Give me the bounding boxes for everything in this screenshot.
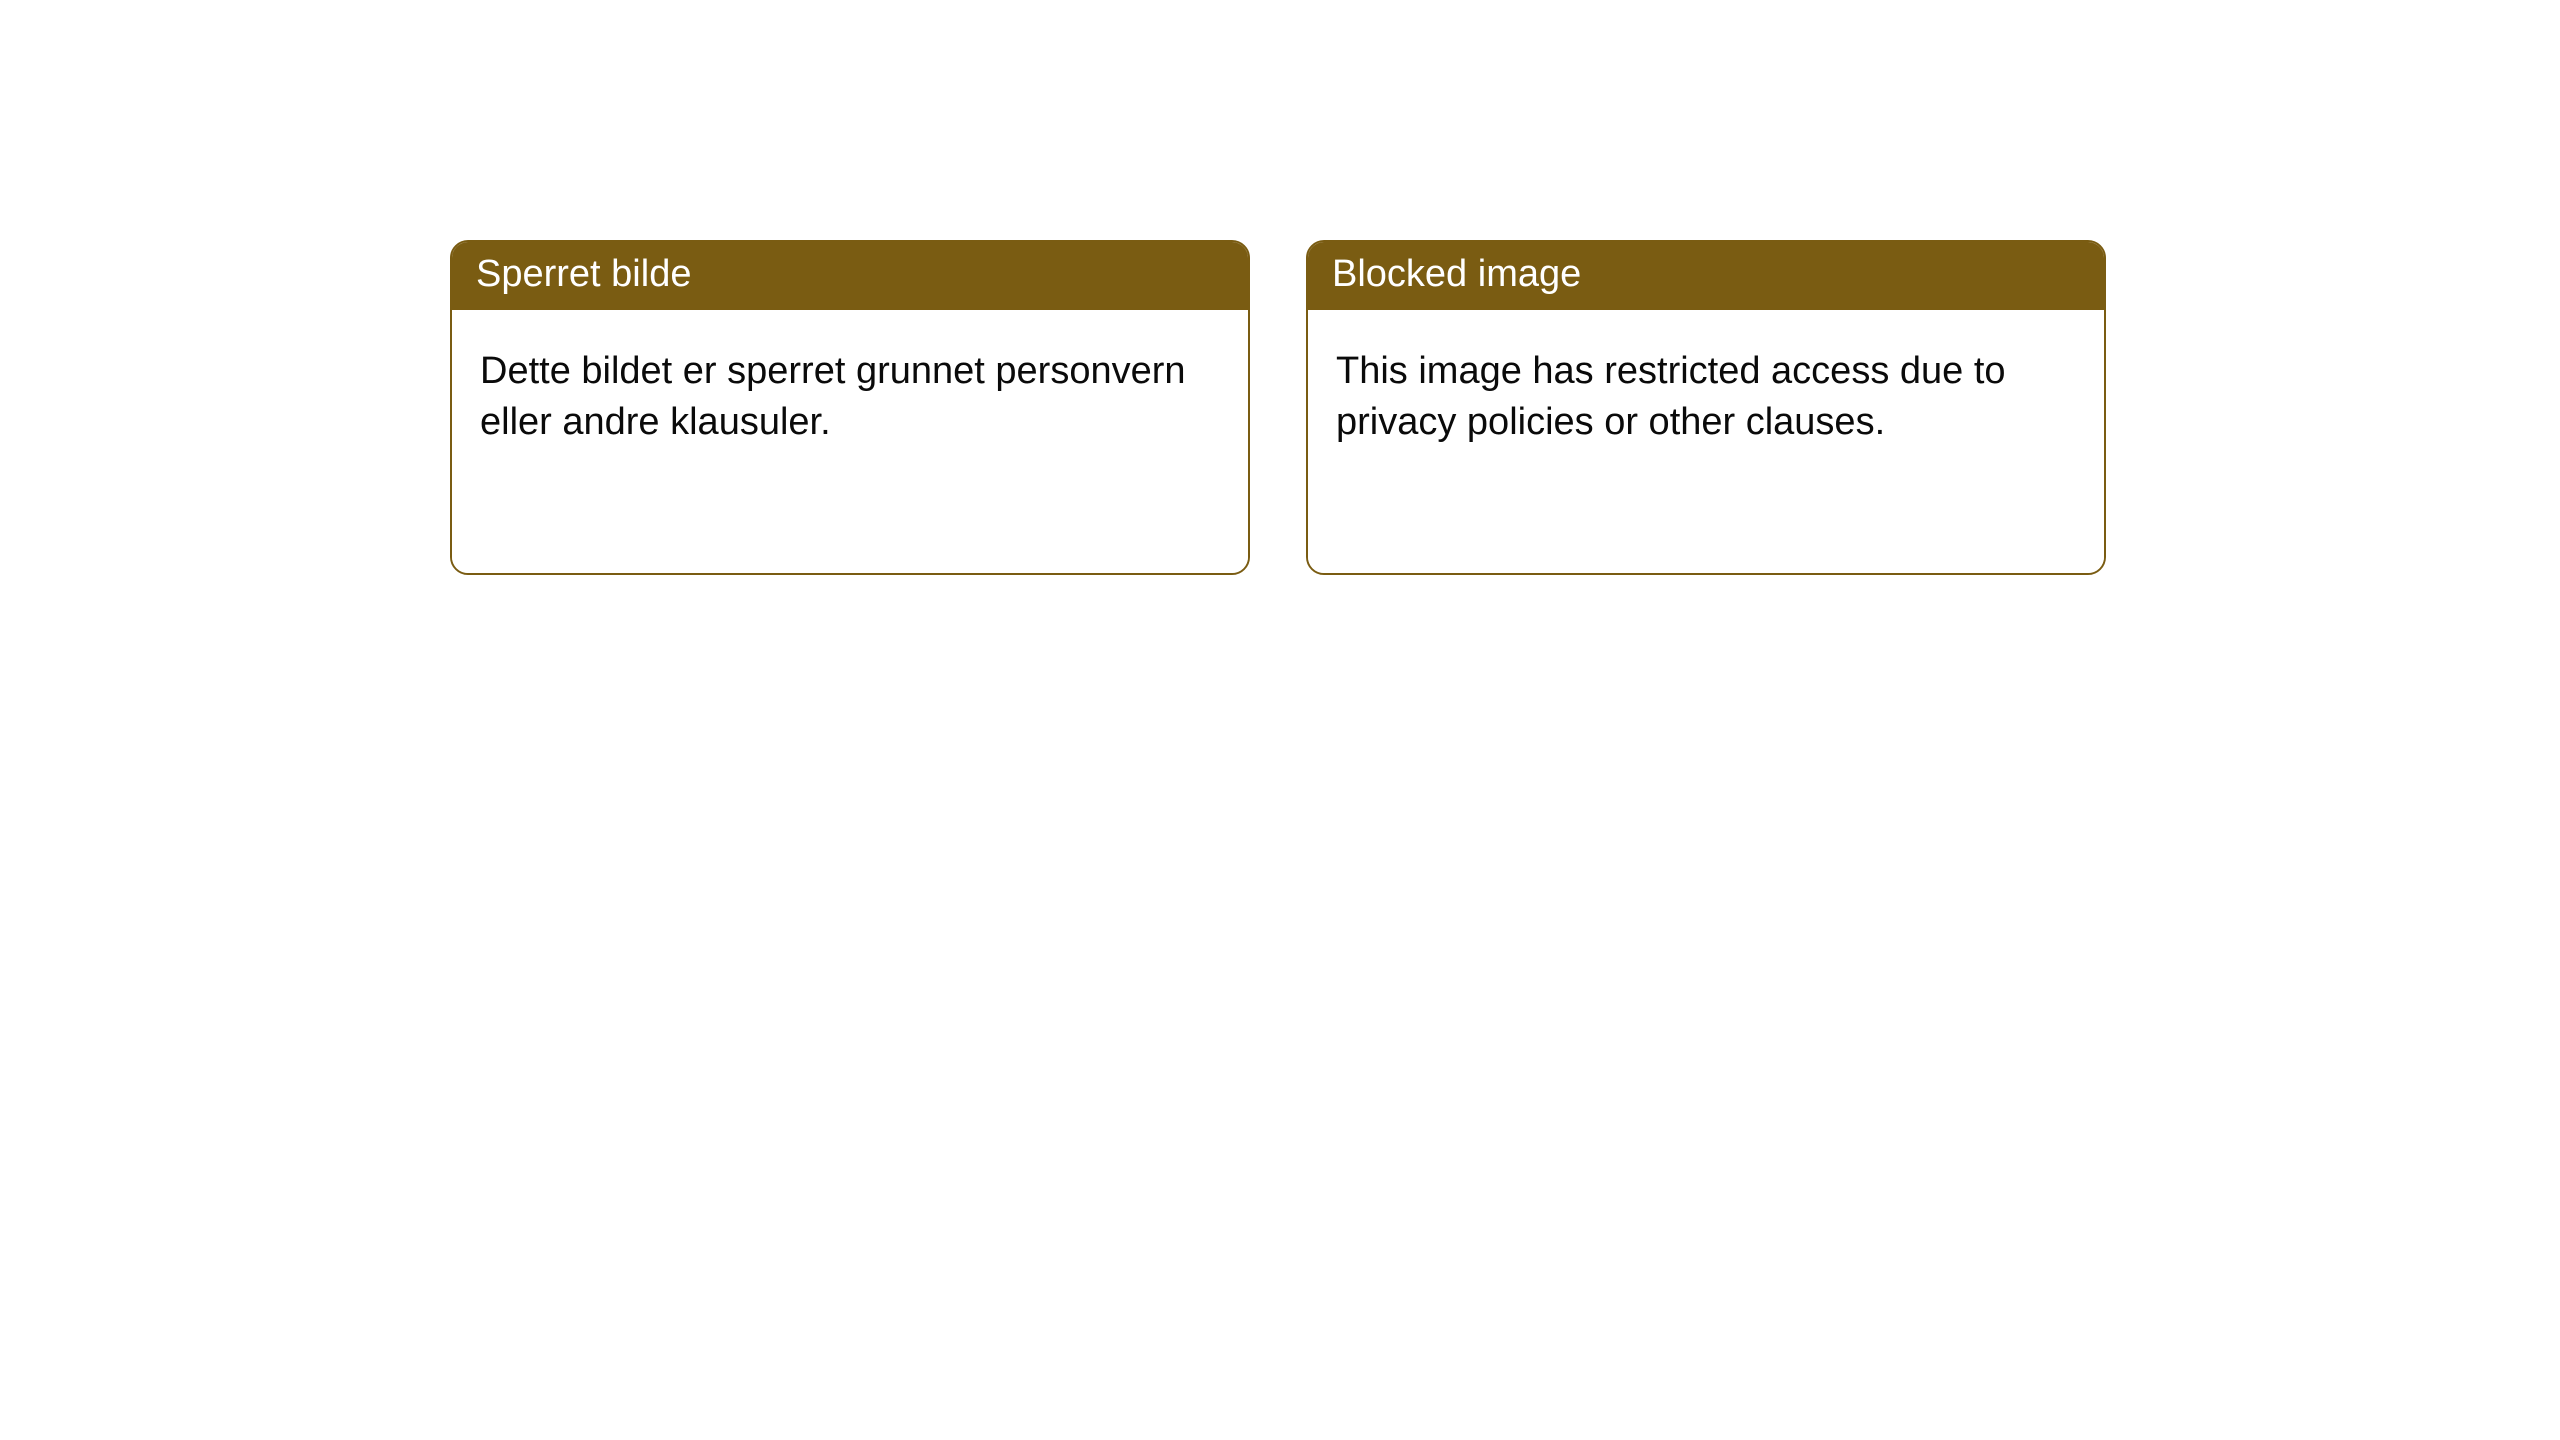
card-body-norwegian: Dette bildet er sperret grunnet personve… [452, 310, 1248, 573]
card-title-norwegian: Sperret bilde [452, 242, 1248, 310]
blocked-image-card-english: Blocked image This image has restricted … [1306, 240, 2106, 575]
card-body-english: This image has restricted access due to … [1308, 310, 2104, 573]
card-title-english: Blocked image [1308, 242, 2104, 310]
blocked-image-card-norwegian: Sperret bilde Dette bildet er sperret gr… [450, 240, 1250, 575]
notice-cards-container: Sperret bilde Dette bildet er sperret gr… [0, 0, 2560, 575]
